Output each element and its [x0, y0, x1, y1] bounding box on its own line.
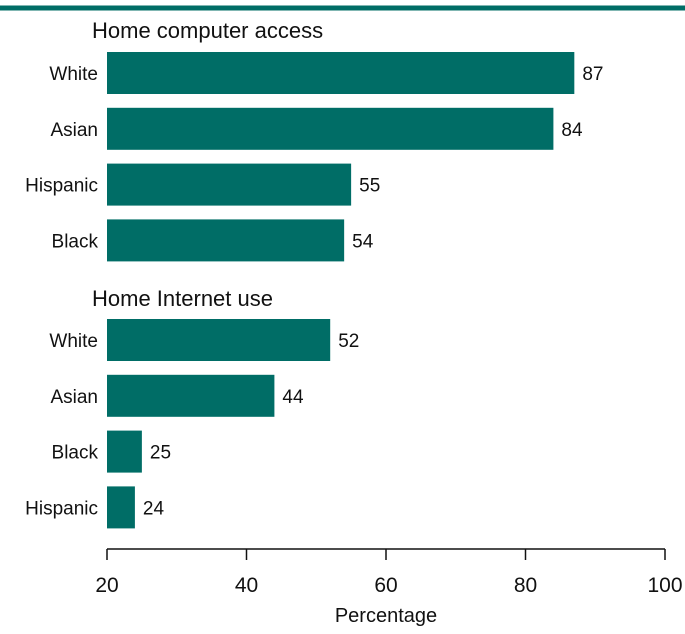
bar-1-asian: [107, 374, 275, 417]
bar-1-black: [107, 430, 142, 473]
bar-0-black: [107, 219, 345, 262]
panel-title-computer-access: Home computer access: [92, 18, 323, 43]
x-axis: 20 40 60 80 100 Percentage: [95, 548, 683, 627]
data-label-0-hispanic: 55: [359, 176, 380, 197]
bar-0-hispanic: [107, 163, 352, 206]
category-label-0-white: White: [49, 64, 98, 85]
data-label-1-black: 25: [150, 443, 171, 464]
category-label-0-black: Black: [52, 231, 99, 252]
labels-layer: White 87 Asian 84 Hispanic 55 Black 54 White 52 As…: [25, 64, 603, 519]
bar-0-white: [107, 52, 575, 94]
x-axis-ticks: 20 40 60 80 100: [95, 549, 683, 597]
category-label-1-white: White: [49, 331, 98, 352]
data-label-0-white: 87: [582, 64, 603, 85]
data-label-1-asian: 44: [282, 387, 304, 408]
data-label-1-white: 52: [338, 331, 359, 352]
bars-layer: [107, 52, 575, 529]
x-axis-title: Percentage: [335, 605, 437, 627]
x-tick-label-80: 80: [514, 574, 537, 597]
data-label-0-asian: 84: [561, 120, 583, 141]
category-label-0-asian: Asian: [50, 120, 98, 141]
x-tick-label-40: 40: [235, 574, 258, 597]
x-tick-label-60: 60: [374, 574, 397, 597]
category-label-1-hispanic: Hispanic: [25, 498, 98, 519]
data-label-0-black: 54: [352, 231, 374, 252]
category-label-1-black: Black: [52, 443, 99, 464]
x-tick-label-20: 20: [95, 574, 118, 597]
panel-title-internet-use: Home Internet use: [92, 286, 273, 311]
category-label-0-hispanic: Hispanic: [25, 176, 98, 197]
x-tick-label-100: 100: [647, 574, 682, 597]
category-label-1-asian: Asian: [50, 387, 98, 408]
bar-1-white: [107, 319, 331, 361]
bar-0-asian: [107, 107, 554, 150]
data-label-1-hispanic: 24: [143, 498, 165, 519]
bar-1-hispanic: [107, 486, 135, 529]
